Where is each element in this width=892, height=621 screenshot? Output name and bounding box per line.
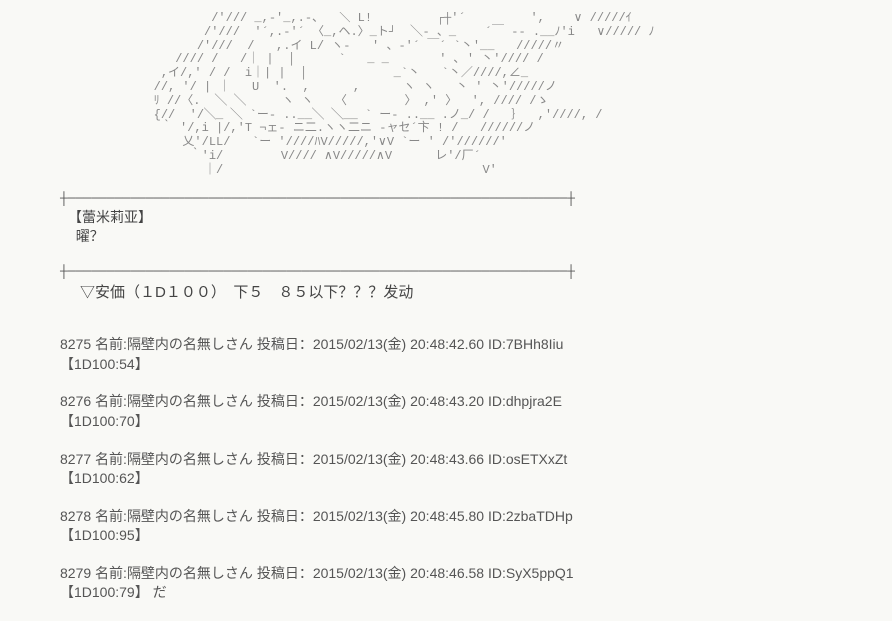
post-date: 2015/02/13(金) 20:48:43.66 [313,451,484,467]
divider-bottom: ┼───────────────────────────────────────… [0,263,892,281]
speaker-line: 曜？ [68,227,892,247]
post-roll: 【1D100:54】 [60,356,149,372]
post-date: 2015/02/13(金) 20:48:42.60 [313,336,484,352]
post-roll: 【1D100:70】 [60,413,149,429]
post-extra: だ [149,584,167,600]
post-num: 8277 [60,451,91,467]
post-item: 8277 名前:隔壁内の名無しさん 投稿日：2015/02/13(金) 20:4… [60,450,892,489]
post-date: 2015/02/13(金) 20:48:46.58 [313,565,484,581]
speaker-name: 【蕾米莉亚】 [68,208,892,228]
post-name: 隔壁内の名無しさん [127,336,253,352]
post-num: 8278 [60,508,91,524]
post-id: 2zbaTDHp [506,508,573,524]
post-num: 8276 [60,393,91,409]
post-id: 7BHh8Iiu [506,336,564,352]
post-id: osETXxZt [506,451,567,467]
post-num: 8279 [60,565,91,581]
post-name: 隔壁内の名無しさん [127,508,253,524]
ascii-art-block: /'/// _,-'_,.-、 ＼ L! ┌┼'´ ', ∨ /////ｲ /'… [0,12,892,178]
speaker-block: 【蕾米莉亚】 曜？ [0,208,892,247]
post-item: 8275 名前:隔壁内の名無しさん 投稿日：2015/02/13(金) 20:4… [60,335,892,374]
post-name: 隔壁内の名無しさん [127,565,253,581]
post-item: 8276 名前:隔壁内の名無しさん 投稿日：2015/02/13(金) 20:4… [60,392,892,431]
prompt-line: ▽安価（１D１００） 下５ ８５以下？？？发动 [0,281,892,305]
post-num: 8275 [60,336,91,352]
post-roll: 【1D100:95】 [60,527,149,543]
post-name: 隔壁内の名無しさん [127,451,253,467]
post-date: 2015/02/13(金) 20:48:45.80 [313,508,484,524]
post-item: 8279 名前:隔壁内の名無しさん 投稿日：2015/02/13(金) 20:4… [60,564,892,603]
post-date: 2015/02/13(金) 20:48:43.20 [313,393,484,409]
post-name: 隔壁内の名無しさん [127,393,253,409]
post-roll: 【1D100:62】 [60,470,149,486]
post-roll: 【1D100:79】 [60,584,149,600]
post-id: SyX5ppQ1 [506,565,574,581]
posts-list: 8275 名前:隔壁内の名無しさん 投稿日：2015/02/13(金) 20:4… [0,305,892,603]
divider-top: ┼───────────────────────────────────────… [0,190,892,208]
post-item: 8278 名前:隔壁内の名無しさん 投稿日：2015/02/13(金) 20:4… [60,507,892,546]
post-id: dhpjra2E [506,393,562,409]
